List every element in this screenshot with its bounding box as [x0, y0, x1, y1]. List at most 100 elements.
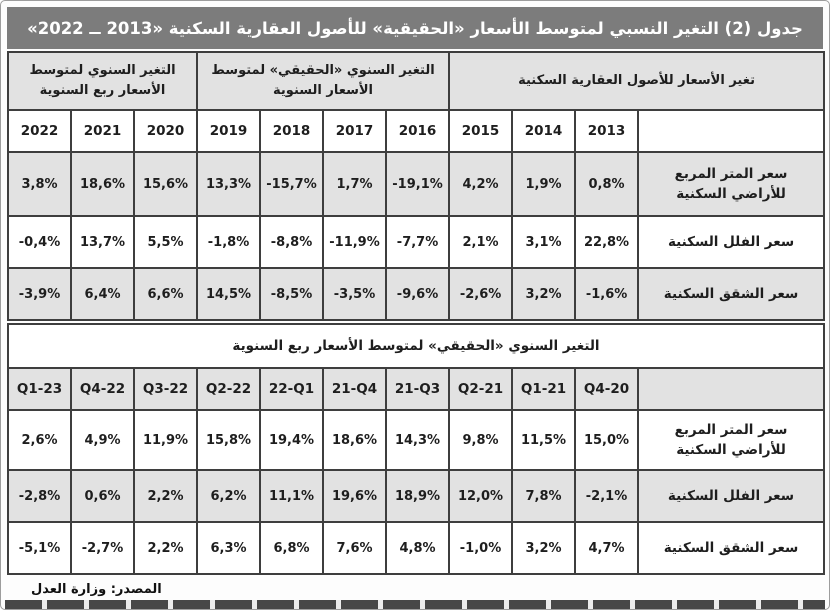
- annual-change-table: التغير السنوي لمتوسط الأسعار ربع السنوية…: [7, 51, 825, 321]
- year-header: 2014: [511, 109, 577, 153]
- value-cell: -8,8%: [259, 215, 324, 269]
- value-cell: 4,7%: [574, 521, 639, 575]
- value-cell: 6,2%: [196, 469, 261, 523]
- year-header: 2021: [70, 109, 135, 153]
- value-cell: 1,9%: [511, 151, 577, 217]
- quarter-header: Q2-22: [196, 367, 261, 411]
- value-cell: 2,1%: [448, 215, 514, 269]
- value-cell: 15,6%: [133, 151, 198, 217]
- value-cell: 9,8%: [448, 409, 513, 471]
- value-cell: -7,7%: [384, 215, 451, 269]
- annual-tbody: 3,8% 18,6% 15,6% 13,3% -15,7% 1,7% -19,1% 4,2% 1…: [7, 151, 825, 321]
- value-cell: 11,5%: [511, 409, 576, 471]
- value-cell: 18,6%: [322, 409, 387, 471]
- value-cell: 13,3%: [196, 151, 261, 217]
- value-cell: 0,6%: [70, 469, 135, 523]
- value-cell: -11,9%: [322, 215, 387, 269]
- row-label: سعر الشقق السكنية: [637, 267, 825, 321]
- year-header: 2016: [384, 109, 451, 153]
- value-cell: 3,1%: [511, 215, 577, 269]
- table-row: -3,9% 6,4% 6,6% 14,5% -8,5% -3,5% -9,6% -2,6% 3,…: [7, 267, 825, 321]
- quarterly-section-banner: التغير السنوي «الحقيقي» لمتوسط الأسعار ر…: [7, 323, 825, 369]
- value-cell: 6,6%: [133, 267, 198, 321]
- year-header: 2018: [259, 109, 324, 153]
- table-row: -5,1% -2,7% 2,2% 6,3% 6,8% 7,6% 4,8% -1,0% 3,2% 4…: [7, 521, 825, 575]
- table-row: -0,4% 13,7% 5,5% -1,8% -8,8% -11,9% -7,7% 2,1% 3…: [7, 215, 825, 269]
- value-cell: 4,8%: [385, 521, 450, 575]
- quarter-header: 22-Q1: [259, 367, 324, 411]
- value-cell: 18,6%: [70, 151, 135, 217]
- row-label: سعر المتر المربع للأراضي السكنية: [637, 409, 825, 471]
- annual-group-header-row: التغير السنوي لمتوسط الأسعار ربع السنوية…: [7, 51, 825, 111]
- value-cell: -15,7%: [259, 151, 324, 217]
- value-cell: 3,2%: [511, 521, 576, 575]
- row-label: سعر الفلل السكنية: [637, 215, 825, 269]
- year-header: 2019: [196, 109, 261, 153]
- quarter-header: 21-Q3: [385, 367, 450, 411]
- value-cell: -2,7%: [70, 521, 135, 575]
- table-title: جدول (2) التغير النسبي لمتوسط الأسعار «ا…: [7, 7, 823, 49]
- quarter-header: Q3-22: [133, 367, 198, 411]
- group-header: التغير السنوي لمتوسط الأسعار ربع السنوية: [7, 51, 198, 111]
- value-cell: -5,1%: [7, 521, 72, 575]
- year-header: 2020: [133, 109, 198, 153]
- footer-row: المصدر: وزارة العدل: [7, 575, 823, 604]
- corner-cell: [637, 367, 825, 411]
- value-cell: 15,0%: [574, 409, 639, 471]
- value-cell: -1,8%: [196, 215, 261, 269]
- value-cell: 0,8%: [574, 151, 640, 217]
- year-header: 2017: [322, 109, 387, 153]
- table-row: 3,8% 18,6% 15,6% 13,3% -15,7% 1,7% -19,1% 4,2% 1…: [7, 151, 825, 217]
- value-cell: 2,2%: [133, 521, 198, 575]
- value-cell: -3,9%: [7, 267, 72, 321]
- table-row: 2,6% 4,9% 11,9% 15,8% 19,4% 18,6% 14,3% 9,8% 11,…: [7, 409, 825, 471]
- row-label: سعر الفلل السكنية: [637, 469, 825, 523]
- value-cell: -2,8%: [7, 469, 72, 523]
- value-cell: 3,8%: [7, 151, 72, 217]
- value-cell: 19,4%: [259, 409, 324, 471]
- year-header: 2015: [448, 109, 514, 153]
- value-cell: 4,9%: [70, 409, 135, 471]
- value-cell: 6,8%: [259, 521, 324, 575]
- year-header: 2013: [574, 109, 640, 153]
- quarter-header: Q1-23: [7, 367, 72, 411]
- quarter-header: Q4-22: [70, 367, 135, 411]
- value-cell: 11,9%: [133, 409, 198, 471]
- value-cell: 11,1%: [259, 469, 324, 523]
- value-cell: -2,1%: [574, 469, 639, 523]
- quarter-header: Q4-20: [574, 367, 639, 411]
- value-cell: -0,4%: [7, 215, 72, 269]
- value-cell: 14,5%: [196, 267, 261, 321]
- quarterly-tbody: 2,6% 4,9% 11,9% 15,8% 19,4% 18,6% 14,3% 9,8% 11,…: [7, 409, 825, 575]
- value-cell: 19,6%: [322, 469, 387, 523]
- value-cell: 3,2%: [511, 267, 577, 321]
- value-cell: -19,1%: [384, 151, 451, 217]
- value-cell: 5,5%: [133, 215, 198, 269]
- group-header: التغير السنوي «الحقيقي» لمتوسط الأسعار ا…: [195, 51, 451, 111]
- bottom-divider-bar: [5, 600, 825, 609]
- value-cell: -1,0%: [448, 521, 513, 575]
- value-cell: 13,7%: [70, 215, 135, 269]
- quarter-header: Q2-21: [448, 367, 513, 411]
- value-cell: 7,6%: [322, 521, 387, 575]
- quarterly-banner-row: التغير السنوي «الحقيقي» لمتوسط الأسعار ر…: [7, 323, 825, 369]
- year-header: 2022: [7, 109, 72, 153]
- value-cell: -8,5%: [259, 267, 324, 321]
- corner-cell: [637, 109, 825, 153]
- row-label: سعر الشقق السكنية: [637, 521, 825, 575]
- value-cell: 2,6%: [7, 409, 72, 471]
- value-cell: -3,5%: [322, 267, 387, 321]
- value-cell: 4,2%: [448, 151, 514, 217]
- quarterly-change-table: التغير السنوي «الحقيقي» لمتوسط الأسعار ر…: [7, 323, 825, 575]
- group-header: تغير الأسعار للأصول العقارية السكنية: [448, 51, 825, 111]
- value-cell: 7,8%: [511, 469, 576, 523]
- value-cell: -1,6%: [574, 267, 640, 321]
- quarterly-cols-row: Q1-23 Q4-22 Q3-22 Q2-22 22-Q1 21-Q4 21-Q3 Q2-21…: [7, 367, 825, 411]
- value-cell: 12,0%: [448, 469, 513, 523]
- value-cell: -2,6%: [448, 267, 514, 321]
- value-cell: 14,3%: [385, 409, 450, 471]
- value-cell: 22,8%: [574, 215, 640, 269]
- value-cell: 6,3%: [196, 521, 261, 575]
- value-cell: 18,9%: [385, 469, 450, 523]
